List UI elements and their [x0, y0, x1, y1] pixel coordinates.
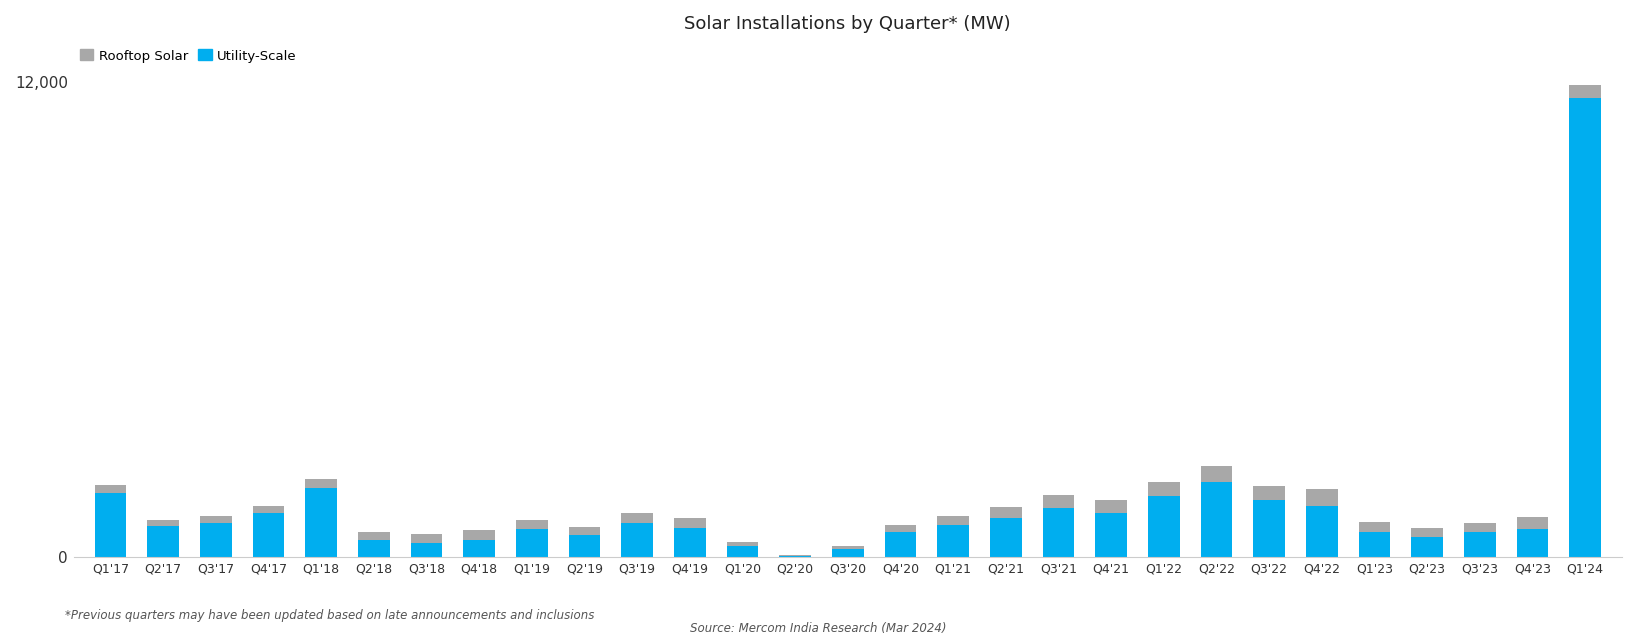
Bar — [727, 546, 758, 557]
Bar — [463, 540, 494, 557]
Bar — [200, 516, 231, 523]
Bar — [1254, 486, 1285, 500]
Bar — [1359, 533, 1390, 557]
Bar — [1359, 522, 1390, 533]
Bar — [463, 530, 494, 540]
Bar — [990, 518, 1021, 557]
Bar — [1570, 98, 1601, 557]
Bar — [938, 516, 969, 525]
Bar — [674, 518, 706, 528]
Bar — [1570, 85, 1601, 98]
Bar — [1516, 528, 1549, 557]
Bar — [1411, 528, 1442, 537]
Bar — [1148, 482, 1180, 496]
Bar — [674, 528, 706, 557]
Bar — [411, 543, 442, 557]
Title: Solar Installations by Quarter* (MW): Solar Installations by Quarter* (MW) — [684, 15, 1012, 33]
Bar — [1200, 465, 1233, 482]
Bar — [1306, 490, 1337, 505]
Bar — [832, 546, 864, 549]
Bar — [622, 523, 653, 557]
Text: Source: Mercom India Research (Mar 2024): Source: Mercom India Research (Mar 2024) — [691, 622, 946, 635]
Bar — [1043, 495, 1074, 507]
Bar — [884, 533, 917, 557]
Bar — [1411, 537, 1442, 557]
Bar — [568, 526, 601, 535]
Bar — [147, 520, 178, 526]
Bar — [516, 520, 547, 530]
Bar — [779, 556, 810, 557]
Bar — [200, 523, 231, 557]
Bar — [1200, 482, 1233, 557]
Bar — [1095, 500, 1126, 514]
Bar — [1463, 523, 1496, 533]
Bar — [1043, 507, 1074, 557]
Bar — [884, 525, 917, 533]
Bar — [1516, 517, 1549, 528]
Bar — [359, 531, 390, 540]
Bar — [1254, 500, 1285, 557]
Bar — [252, 505, 285, 514]
Bar — [516, 530, 547, 557]
Bar — [622, 513, 653, 523]
Bar — [411, 534, 442, 543]
Bar — [1306, 505, 1337, 557]
Bar — [832, 549, 864, 557]
Bar — [304, 479, 337, 488]
Bar — [95, 493, 126, 557]
Bar — [304, 488, 337, 557]
Text: *Previous quarters may have been updated based on late announcements and inclusi: *Previous quarters may have been updated… — [65, 609, 594, 622]
Bar — [938, 525, 969, 557]
Bar — [1148, 496, 1180, 557]
Bar — [1463, 533, 1496, 557]
Bar — [95, 485, 126, 493]
Bar — [359, 540, 390, 557]
Bar — [252, 514, 285, 557]
Bar — [147, 526, 178, 557]
Bar — [779, 554, 810, 556]
Bar — [727, 542, 758, 546]
Bar — [568, 535, 601, 557]
Legend: Rooftop Solar, Utility-Scale: Rooftop Solar, Utility-Scale — [80, 50, 296, 62]
Bar — [1095, 514, 1126, 557]
Bar — [990, 507, 1021, 518]
